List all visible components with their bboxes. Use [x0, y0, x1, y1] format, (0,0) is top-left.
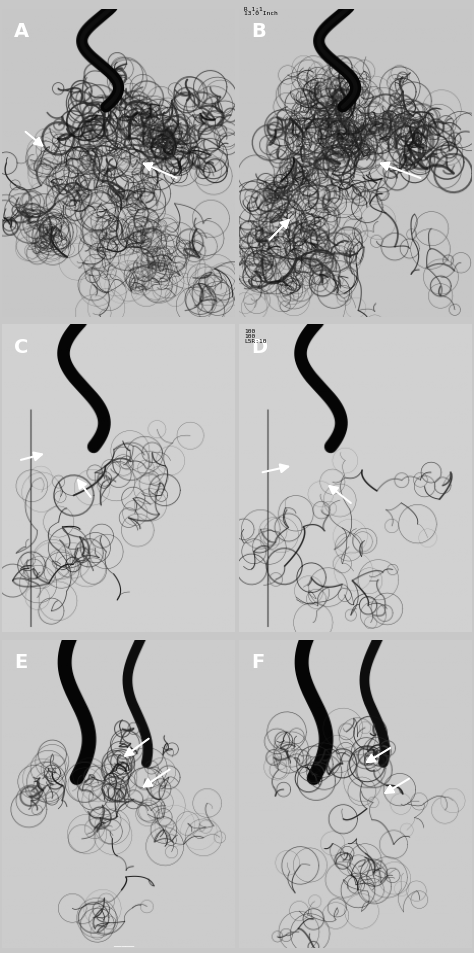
Text: D: D: [251, 337, 267, 356]
Text: 100: 100: [244, 329, 255, 334]
Text: L5R:10: L5R:10: [244, 338, 266, 343]
Text: R 1:1: R 1:1: [244, 7, 263, 11]
Text: E: E: [14, 653, 27, 672]
Text: A: A: [14, 22, 29, 41]
Text: F: F: [251, 653, 264, 672]
Text: B: B: [251, 22, 266, 41]
Text: 100: 100: [244, 334, 255, 338]
Text: ─────: ─────: [113, 943, 134, 949]
Text: C: C: [14, 337, 28, 356]
Text: 13.0 Inch: 13.0 Inch: [244, 11, 278, 16]
